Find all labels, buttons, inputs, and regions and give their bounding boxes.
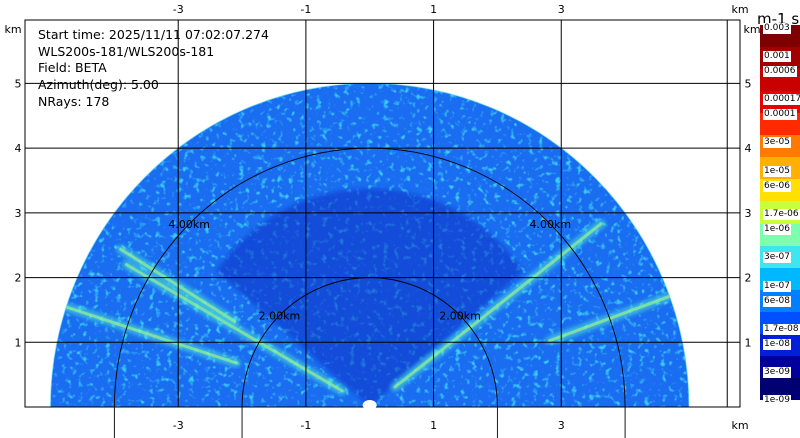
y-axis-unit-right: km xyxy=(743,23,760,36)
y-tick-label-left: 4 xyxy=(15,142,22,155)
range-ring xyxy=(113,147,626,438)
instrument-text: WLS200s-181/WLS200s-181 xyxy=(38,44,215,59)
x-tick-label-top: 3 xyxy=(558,3,565,16)
y-tick-label-right: 1 xyxy=(745,336,752,349)
y-tick-label-left: 1 xyxy=(15,336,22,349)
x-tick-label-top: -3 xyxy=(173,3,184,16)
y-axis-unit-left: km xyxy=(4,23,21,36)
colorbar-label: 0.00017 xyxy=(763,94,800,105)
nrays-text: NRays: 178 xyxy=(38,94,110,109)
range-ring xyxy=(241,277,498,438)
y-tick-label-right: 4 xyxy=(745,142,752,155)
colorbar-label: 1e-08 xyxy=(763,339,791,350)
range-ring-label: 4.00km xyxy=(168,218,210,231)
colorbar-label: 1e-09 xyxy=(763,395,791,406)
aerosol-streak-core xyxy=(393,222,603,389)
y-tick-label-left: 3 xyxy=(15,207,22,220)
colorbar-label: 0.0001 xyxy=(763,109,797,120)
colorbar-label: 3e-09 xyxy=(763,367,791,378)
y-tick-label-left: 2 xyxy=(15,272,22,285)
colorbar-label: 6e-08 xyxy=(763,296,791,307)
colorbar-label: 0.001 xyxy=(763,51,791,62)
colorbar-label: 6e-06 xyxy=(763,181,791,192)
start-time-text: Start time: 2025/11/11 07:02:07.274 xyxy=(38,27,269,42)
colorbar-label: 0.0006 xyxy=(763,66,797,77)
colorbar-segment xyxy=(760,377,800,401)
colorbar-label: 3e-07 xyxy=(763,252,791,263)
azimuth-text: Azimuth(deg): 5.00 xyxy=(38,77,159,92)
y-tick-label-left: 5 xyxy=(15,77,22,90)
colorbar-label: 1.7e-08 xyxy=(763,324,800,335)
x-tick-label-bottom: 3 xyxy=(558,419,565,432)
x-tick-label-top: 1 xyxy=(430,3,437,16)
x-tick-label-bottom: -3 xyxy=(173,419,184,432)
grid-lines xyxy=(24,19,741,408)
aerosol-streak-core xyxy=(119,247,236,323)
colorbar-label: 1e-06 xyxy=(763,224,791,235)
range-ring-label: 4.00km xyxy=(530,218,572,231)
x-axis-unit-bottom: km xyxy=(731,419,748,432)
y-tick-label-right: 3 xyxy=(745,207,752,220)
range-ring-label: 2.00km xyxy=(439,309,481,322)
colorbar: 0.003 0.001 0.0006 0.00017 0.0001 3e-05 1e-05 6… xyxy=(760,23,800,406)
lidar-origin xyxy=(362,400,377,410)
y-tick-label-right: 2 xyxy=(745,272,752,285)
axis-tick-labels: -3 -3 -1 -1 1 1 3 3 1 1 2 2 3 3 4 4 5 5 km km km km xyxy=(4,3,760,432)
x-tick-label-bottom: -1 xyxy=(300,419,311,432)
x-tick-label-bottom: 1 xyxy=(430,419,437,432)
colorbar-label: 1e-07 xyxy=(763,281,791,292)
near-field-low-signal xyxy=(216,188,523,407)
x-axis-unit-top: km xyxy=(731,3,748,16)
x-tick-label-top: -1 xyxy=(300,3,311,16)
y-tick-label-right: 5 xyxy=(745,77,752,90)
aerosol-streak-core xyxy=(64,305,238,365)
colorbar-label: 1.7e-06 xyxy=(763,209,800,220)
colorbar-label: 1e-05 xyxy=(763,166,791,177)
field-text: Field: BETA xyxy=(38,60,107,75)
colorbar-label: 0.003 xyxy=(763,23,791,34)
range-ring-label: 2.00km xyxy=(259,309,301,322)
range-rings: 2.00km 2.00km 4.00km 4.00km xyxy=(113,147,626,438)
backscatter-field xyxy=(50,82,690,407)
colorbar-label: 3e-05 xyxy=(763,137,791,148)
plot-frame xyxy=(24,19,741,408)
